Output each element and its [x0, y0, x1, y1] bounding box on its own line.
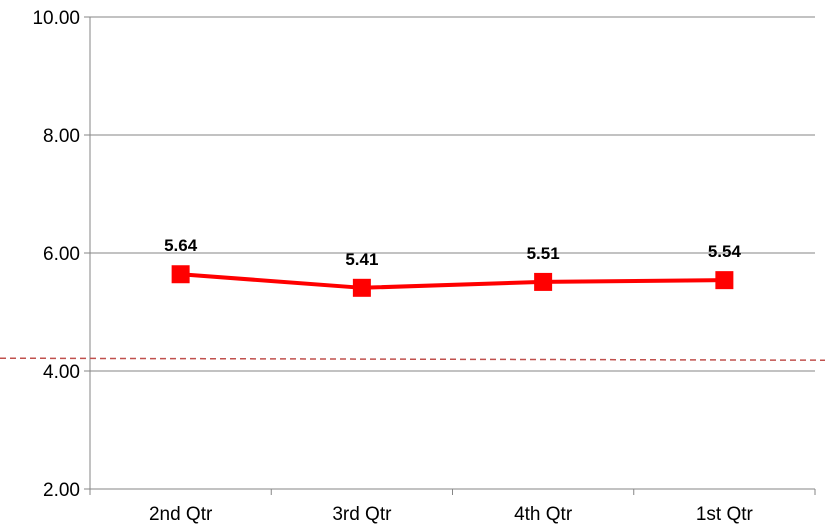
x-tick-label: 1st Qtr [696, 504, 754, 525]
series-line [180, 272, 725, 290]
data-point-marker [352, 278, 371, 297]
data-label: 5.54 [708, 242, 742, 261]
x-tick-label: 4th Qtr [514, 504, 573, 525]
y-tick-label: 8.00 [43, 126, 80, 147]
x-tick-label: 3rd Qtr [332, 504, 392, 525]
y-tick-label: 10.00 [32, 8, 80, 29]
data-labels: 5.64 5.41 5.51 5.54 [164, 236, 741, 269]
series-group [171, 265, 734, 297]
reference-line [0, 357, 825, 361]
reference-line-group [0, 357, 825, 361]
x-tick-label: 2nd Qtr [149, 504, 213, 525]
y-tick-label: 2.00 [43, 480, 80, 501]
y-tick-labels: 2.00 4.00 6.00 8.00 10.00 [32, 8, 80, 501]
data-point-marker [534, 272, 553, 291]
y-tick-label: 4.00 [43, 362, 80, 383]
x-tick-labels: 2nd Qtr 3rd Qtr 4th Qtr 1st Qtr [89, 489, 816, 525]
data-point-marker [171, 265, 190, 284]
data-label: 5.41 [345, 250, 378, 269]
data-label: 5.51 [527, 244, 560, 263]
data-label: 5.64 [164, 236, 198, 255]
data-point-marker [715, 271, 734, 290]
y-tick-label: 6.00 [43, 244, 80, 265]
